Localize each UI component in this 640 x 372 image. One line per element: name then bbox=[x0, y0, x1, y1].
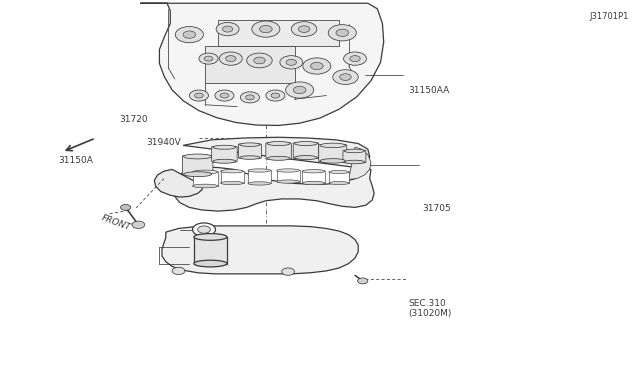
FancyBboxPatch shape bbox=[293, 143, 319, 158]
Circle shape bbox=[303, 58, 331, 74]
Circle shape bbox=[260, 25, 272, 33]
Circle shape bbox=[172, 267, 185, 275]
Ellipse shape bbox=[194, 260, 227, 267]
Circle shape bbox=[252, 21, 280, 37]
Circle shape bbox=[204, 56, 212, 61]
Ellipse shape bbox=[221, 182, 244, 185]
Ellipse shape bbox=[320, 159, 346, 163]
Polygon shape bbox=[172, 137, 374, 211]
Circle shape bbox=[223, 26, 233, 32]
Circle shape bbox=[340, 74, 351, 80]
Bar bbox=[248, 170, 271, 183]
Circle shape bbox=[216, 22, 239, 36]
FancyBboxPatch shape bbox=[343, 150, 366, 163]
Ellipse shape bbox=[194, 234, 227, 240]
Ellipse shape bbox=[329, 182, 349, 185]
Ellipse shape bbox=[248, 169, 271, 172]
Text: 31150AA: 31150AA bbox=[408, 86, 449, 95]
Circle shape bbox=[266, 90, 285, 101]
Circle shape bbox=[286, 59, 296, 65]
Text: J31701P1: J31701P1 bbox=[589, 12, 629, 21]
Circle shape bbox=[336, 29, 349, 36]
FancyBboxPatch shape bbox=[266, 143, 291, 159]
Circle shape bbox=[120, 205, 131, 211]
Circle shape bbox=[253, 57, 265, 64]
Ellipse shape bbox=[294, 155, 317, 160]
Text: 31150A: 31150A bbox=[59, 155, 93, 165]
Text: 31705: 31705 bbox=[422, 203, 451, 213]
Circle shape bbox=[333, 70, 358, 84]
Circle shape bbox=[328, 25, 356, 41]
Bar bbox=[302, 171, 325, 183]
FancyBboxPatch shape bbox=[319, 145, 347, 161]
Ellipse shape bbox=[193, 170, 218, 174]
Circle shape bbox=[193, 223, 216, 236]
Circle shape bbox=[280, 56, 303, 69]
Ellipse shape bbox=[240, 156, 260, 159]
Circle shape bbox=[132, 221, 145, 228]
Circle shape bbox=[220, 93, 228, 98]
Ellipse shape bbox=[240, 143, 260, 147]
Ellipse shape bbox=[184, 172, 212, 177]
Ellipse shape bbox=[267, 141, 290, 145]
Text: FRONT: FRONT bbox=[100, 213, 132, 232]
Circle shape bbox=[241, 92, 259, 103]
Circle shape bbox=[183, 31, 196, 38]
Polygon shape bbox=[349, 147, 371, 179]
Circle shape bbox=[175, 26, 204, 43]
Circle shape bbox=[350, 56, 360, 62]
Polygon shape bbox=[218, 20, 339, 46]
Ellipse shape bbox=[276, 180, 300, 183]
Bar bbox=[329, 172, 349, 183]
Circle shape bbox=[358, 278, 368, 284]
Polygon shape bbox=[162, 226, 358, 274]
Circle shape bbox=[310, 62, 323, 70]
Circle shape bbox=[199, 53, 218, 64]
Circle shape bbox=[246, 53, 272, 68]
Ellipse shape bbox=[193, 184, 218, 188]
Bar bbox=[193, 172, 218, 186]
Text: 31940V: 31940V bbox=[147, 138, 181, 147]
Circle shape bbox=[195, 93, 204, 98]
Ellipse shape bbox=[184, 154, 212, 159]
Circle shape bbox=[220, 52, 243, 65]
Circle shape bbox=[282, 268, 294, 275]
Ellipse shape bbox=[221, 170, 244, 173]
Ellipse shape bbox=[248, 182, 271, 185]
Circle shape bbox=[215, 90, 234, 101]
Ellipse shape bbox=[329, 170, 349, 173]
FancyBboxPatch shape bbox=[212, 147, 237, 162]
Ellipse shape bbox=[213, 145, 236, 149]
Ellipse shape bbox=[344, 149, 365, 153]
Circle shape bbox=[298, 26, 310, 32]
Text: 31720: 31720 bbox=[119, 115, 148, 124]
Circle shape bbox=[293, 86, 306, 94]
Circle shape bbox=[285, 82, 314, 98]
FancyBboxPatch shape bbox=[239, 144, 261, 158]
Ellipse shape bbox=[302, 182, 325, 185]
Ellipse shape bbox=[294, 141, 317, 145]
Bar bbox=[276, 170, 300, 182]
Ellipse shape bbox=[320, 143, 346, 148]
FancyBboxPatch shape bbox=[182, 156, 213, 175]
Polygon shape bbox=[154, 169, 202, 197]
Circle shape bbox=[226, 56, 236, 62]
Circle shape bbox=[246, 95, 254, 100]
Ellipse shape bbox=[213, 159, 236, 163]
Circle shape bbox=[271, 93, 280, 98]
Text: SEC.310
(31020M): SEC.310 (31020M) bbox=[408, 299, 451, 318]
Ellipse shape bbox=[302, 170, 325, 173]
Ellipse shape bbox=[267, 156, 290, 160]
Circle shape bbox=[198, 226, 211, 233]
Ellipse shape bbox=[344, 160, 365, 164]
Polygon shape bbox=[140, 3, 384, 125]
Circle shape bbox=[189, 90, 209, 101]
Bar bbox=[194, 237, 227, 263]
Bar bbox=[221, 171, 244, 183]
Ellipse shape bbox=[276, 169, 300, 172]
Circle shape bbox=[344, 52, 367, 65]
Polygon shape bbox=[205, 46, 294, 83]
Circle shape bbox=[291, 22, 317, 36]
